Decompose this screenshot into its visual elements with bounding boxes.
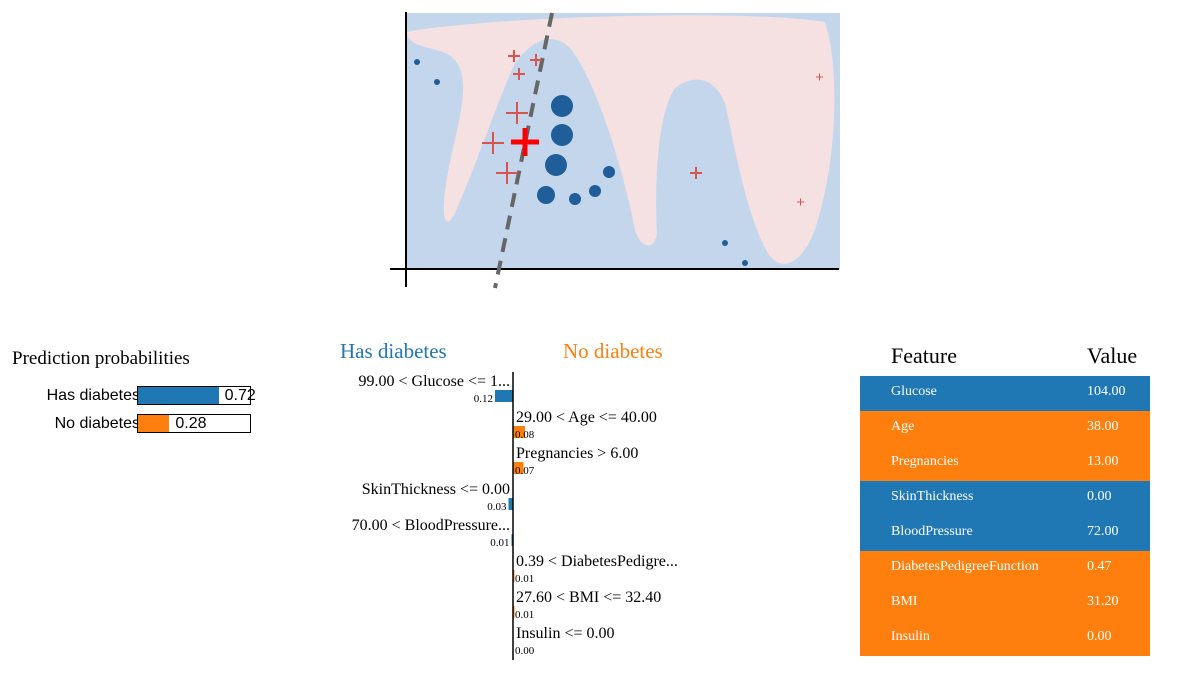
- prob-label: Has diabetes: [46, 387, 140, 404]
- lime-illustration: [385, 8, 845, 293]
- weight-value-label: 0.07: [515, 465, 535, 477]
- feature-value-table: Feature Value Glucose 104.00 Age 38.00 Pregn…: [860, 340, 1150, 656]
- weight-value-label: 0.08: [515, 429, 535, 441]
- table-header: Feature Value: [860, 340, 1150, 376]
- explanation-bar: [495, 390, 513, 402]
- weight-value-label: 0.00: [515, 645, 535, 657]
- feature-value: 0.00: [1087, 629, 1112, 644]
- negative-class-label: Has diabetes: [340, 339, 447, 363]
- feature-name: BloodPressure: [891, 524, 973, 539]
- prediction-title: Prediction probabilities: [12, 348, 190, 369]
- table-row: BMI 31.20: [860, 586, 1150, 621]
- feature-value: 104.00: [1087, 384, 1126, 399]
- table-row: Age 38.00: [860, 411, 1150, 446]
- positive-class-label: No diabetes: [563, 339, 663, 363]
- pink-region: [406, 15, 835, 264]
- table-row: SkinThickness 0.00: [860, 481, 1150, 516]
- feature-value: 72.00: [1087, 524, 1119, 539]
- feature-name: Pregnancies: [891, 454, 959, 469]
- feature-name: SkinThickness: [891, 489, 974, 504]
- blue-points: [414, 59, 748, 266]
- feature-name: Insulin: [891, 629, 930, 644]
- prob-value: 0.28: [175, 415, 207, 432]
- explanation-bar: [513, 426, 525, 438]
- explanation-chart: Has diabetes No diabetes 99.00 < Glucose…: [335, 336, 715, 666]
- explanation-bar: [513, 462, 524, 474]
- table-row: DiabetesPedigreeFunction 0.47: [860, 551, 1150, 586]
- prob-bar: 0.72: [137, 386, 256, 405]
- explanation-bars-svg: 99.00 < Glucose <= 1... 0.12 29.00 < Age <…: [352, 372, 678, 660]
- prob-bar-fill: [138, 387, 219, 404]
- weight-value-label: 0.03: [487, 501, 507, 513]
- feature-value: 31.20: [1087, 594, 1119, 609]
- table-row: Glucose 104.00: [860, 376, 1150, 411]
- feature-name: Glucose: [891, 384, 937, 399]
- weight-value-label: 0.12: [474, 393, 493, 405]
- red-crosses: [482, 50, 823, 206]
- explained-instance-cross: [511, 128, 539, 156]
- feature-condition-label: 70.00 < BloodPressure...: [352, 517, 510, 534]
- table-row: Insulin 0.00: [860, 621, 1150, 656]
- feature-value: 38.00: [1087, 419, 1119, 434]
- feature-name: Age: [891, 419, 915, 434]
- feature-condition-label: Insulin <= 0.00: [516, 625, 615, 642]
- feature-condition-label: SkinThickness <= 0.00: [362, 481, 510, 498]
- feature-name: BMI: [891, 594, 918, 609]
- prob-row-has-diabetes: Has diabetes 0.72: [12, 386, 292, 408]
- header-feature: Feature: [891, 343, 957, 368]
- prob-value: 0.72: [224, 387, 256, 404]
- feature-value: 0.00: [1087, 489, 1112, 504]
- prob-bar-fill: [138, 415, 170, 432]
- feature-value: 0.47: [1087, 559, 1112, 574]
- prob-row-no-diabetes: No diabetes 0.28: [12, 414, 292, 436]
- decision-boundary-plot: [390, 12, 840, 289]
- header-value: Value: [1087, 343, 1138, 368]
- feature-condition-label: 99.00 < Glucose <= 1...: [359, 373, 511, 390]
- table-body: Glucose 104.00 Age 38.00 Pregnancies 13.00 Ski…: [860, 376, 1150, 656]
- feature-name: DiabetesPedigreeFunction: [891, 559, 1039, 574]
- feature-condition-label: 27.60 < BMI <= 32.40: [516, 589, 661, 606]
- table-row: Pregnancies 13.00: [860, 446, 1150, 481]
- feature-value: 13.00: [1087, 454, 1119, 469]
- feature-condition-label: Pregnancies > 6.00: [516, 445, 638, 462]
- table-row: BloodPressure 72.00: [860, 516, 1150, 551]
- prob-bar: 0.28: [137, 414, 251, 433]
- feature-condition-label: 29.00 < Age <= 40.00: [516, 409, 657, 426]
- feature-condition-label: 0.39 < DiabetesPedigre...: [516, 553, 678, 570]
- weight-value-label: 0.01: [515, 609, 534, 621]
- prob-label: No diabetes: [54, 415, 140, 432]
- weight-value-label: 0.01: [490, 537, 509, 549]
- weight-value-label: 0.01: [515, 573, 534, 585]
- prediction-probabilities: Prediction probabilities Has diabetes 0.…: [12, 348, 292, 448]
- explanation-bar: [508, 498, 513, 510]
